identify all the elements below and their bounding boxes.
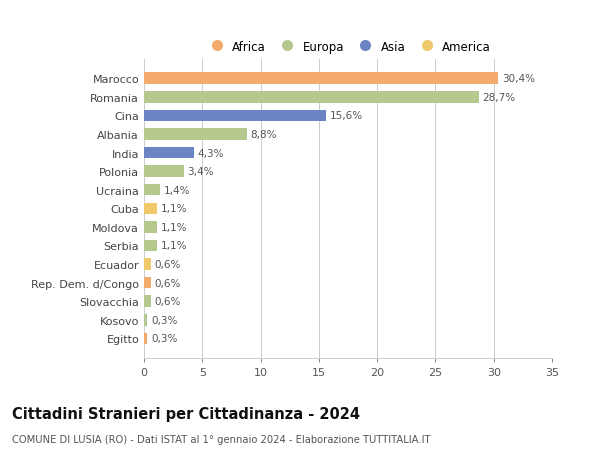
Legend: Africa, Europa, Asia, America: Africa, Europa, Asia, America	[200, 36, 496, 58]
Text: 28,7%: 28,7%	[482, 93, 515, 102]
Bar	[144, 166, 184, 178]
Bar	[144, 240, 157, 252]
Bar	[144, 203, 157, 215]
Bar	[144, 92, 479, 103]
Bar	[144, 314, 148, 326]
Text: COMUNE DI LUSIA (RO) - Dati ISTAT al 1° gennaio 2024 - Elaborazione TUTTITALIA.I: COMUNE DI LUSIA (RO) - Dati ISTAT al 1° …	[12, 434, 431, 444]
Text: 1,1%: 1,1%	[160, 223, 187, 232]
Text: 1,1%: 1,1%	[160, 204, 187, 214]
Text: 0,3%: 0,3%	[151, 334, 178, 344]
Text: 1,4%: 1,4%	[164, 185, 190, 195]
Bar	[144, 222, 157, 233]
Bar	[144, 259, 151, 270]
Bar	[144, 277, 151, 289]
Text: 8,8%: 8,8%	[250, 129, 277, 140]
Bar	[144, 110, 326, 122]
Bar	[144, 185, 160, 196]
Text: 0,6%: 0,6%	[154, 259, 181, 269]
Text: Cittadini Stranieri per Cittadinanza - 2024: Cittadini Stranieri per Cittadinanza - 2…	[12, 406, 360, 421]
Bar	[144, 129, 247, 140]
Text: 0,3%: 0,3%	[151, 315, 178, 325]
Text: 0,6%: 0,6%	[154, 297, 181, 307]
Text: 0,6%: 0,6%	[154, 278, 181, 288]
Text: 15,6%: 15,6%	[329, 111, 362, 121]
Bar	[144, 147, 194, 159]
Text: 30,4%: 30,4%	[502, 74, 535, 84]
Text: 3,4%: 3,4%	[187, 167, 214, 177]
Bar	[144, 296, 151, 308]
Bar	[144, 73, 499, 85]
Text: 1,1%: 1,1%	[160, 241, 187, 251]
Bar	[144, 333, 148, 344]
Text: 4,3%: 4,3%	[197, 148, 224, 158]
